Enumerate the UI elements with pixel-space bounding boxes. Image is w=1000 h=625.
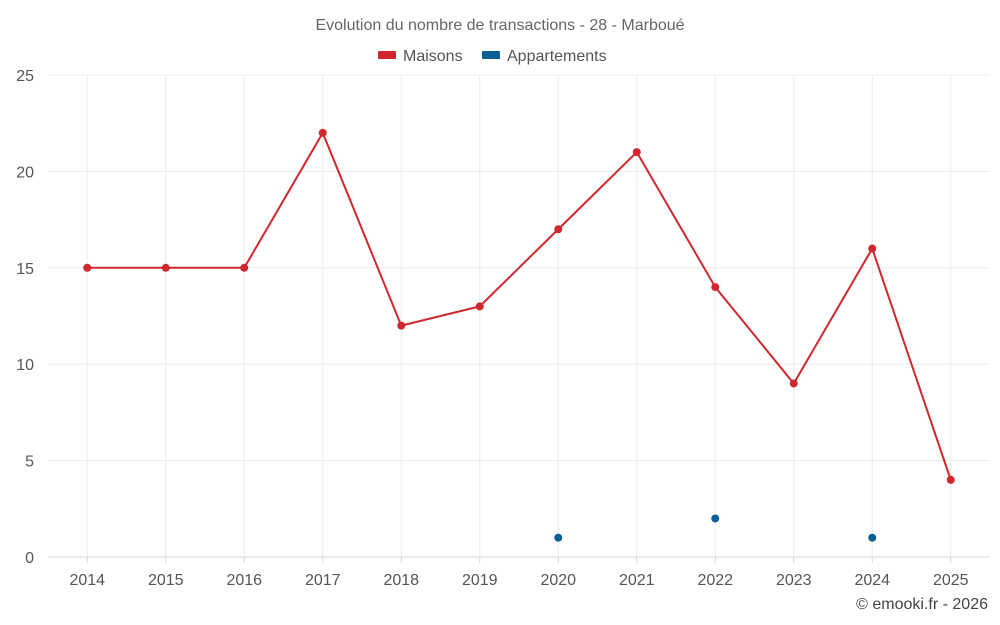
y-tick-label: 0 <box>25 550 34 567</box>
data-point-appartements[interactable] <box>554 533 563 542</box>
series <box>83 128 955 542</box>
data-point-maisons[interactable] <box>554 225 563 234</box>
data-point-maisons[interactable] <box>789 379 798 388</box>
x-tick-label: 2019 <box>462 572 498 589</box>
x-tick-label: 2021 <box>619 572 655 589</box>
grid <box>48 74 990 557</box>
y-tick-label: 15 <box>16 261 34 278</box>
x-tick-label: 2023 <box>776 572 812 589</box>
x-tick-label: 2018 <box>383 572 419 589</box>
data-point-maisons[interactable] <box>83 263 92 272</box>
legend: Maisons Appartements <box>378 48 607 65</box>
legend-label-maisons: Maisons <box>403 48 463 65</box>
data-point-maisons[interactable] <box>475 302 484 311</box>
data-point-maisons[interactable] <box>868 244 877 253</box>
x-tick-label: 2014 <box>69 572 105 589</box>
data-point-maisons[interactable] <box>318 128 327 137</box>
x-tick-label: 2025 <box>933 572 969 589</box>
x-tick-label: 2015 <box>148 572 184 589</box>
data-point-appartements[interactable] <box>868 533 877 542</box>
data-point-appartements[interactable] <box>711 514 720 523</box>
chart-title: Evolution du nombre de transactions - 28… <box>315 17 684 34</box>
x-tick-label: 2022 <box>697 572 733 589</box>
series-line-maisons <box>87 131 952 481</box>
legend-label-appartements: Appartements <box>507 48 607 65</box>
data-point-maisons[interactable] <box>946 475 955 484</box>
legend-swatch-maisons <box>378 51 396 59</box>
data-point-maisons[interactable] <box>161 263 170 272</box>
y-tick-label: 10 <box>16 357 34 374</box>
data-point-maisons[interactable] <box>632 148 641 157</box>
x-tick-label: 2016 <box>226 572 262 589</box>
credit-text: © emooki.fr - 2026 <box>856 596 988 613</box>
legend-swatch-appartements <box>482 51 500 59</box>
legend-item-maisons[interactable]: Maisons <box>378 48 463 65</box>
legend-item-appartements[interactable]: Appartements <box>482 48 607 65</box>
data-point-maisons[interactable] <box>397 321 406 330</box>
y-tick-label: 25 <box>16 68 34 85</box>
data-point-maisons[interactable] <box>711 283 720 292</box>
y-tick-label: 20 <box>16 164 34 181</box>
x-tick-label: 2017 <box>305 572 341 589</box>
data-point-maisons[interactable] <box>240 263 249 272</box>
x-tick-label: 2024 <box>854 572 890 589</box>
x-tick-label: 2020 <box>540 572 576 589</box>
y-tick-label: 5 <box>25 454 34 471</box>
